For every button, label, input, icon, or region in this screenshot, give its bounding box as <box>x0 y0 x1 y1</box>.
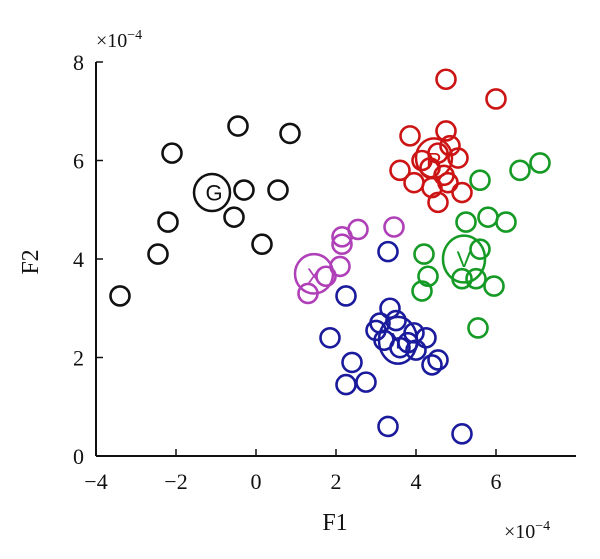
x-exponent-base: ×10 <box>504 521 535 543</box>
point-y <box>379 297 401 320</box>
point-y <box>377 240 399 263</box>
x-tick-label: 0 <box>251 469 262 494</box>
y-tick-label: 2 <box>73 346 84 371</box>
y-tick-label: 0 <box>73 444 84 469</box>
point-x <box>383 216 405 238</box>
point-v <box>467 317 489 339</box>
point-y <box>355 371 377 393</box>
point-v <box>451 267 473 290</box>
y-tick-label: 8 <box>73 50 84 75</box>
point-v <box>417 265 439 288</box>
point-x <box>347 218 369 241</box>
x-tick-label: 2 <box>331 469 342 494</box>
point-v <box>509 159 531 182</box>
point-r <box>399 125 421 147</box>
point-r <box>447 147 469 169</box>
labels: F1 F2 ×10−4 ×10−4 <box>18 28 550 543</box>
ellipse-v <box>441 234 487 284</box>
y-exponent-label: ×10−4 <box>96 28 142 52</box>
point-g <box>267 179 289 201</box>
point-r <box>437 171 459 194</box>
point-v <box>469 238 491 260</box>
point-v <box>477 206 499 228</box>
point-v <box>411 280 433 302</box>
point-g <box>109 285 131 307</box>
point-v <box>413 243 435 265</box>
point-g <box>233 179 255 201</box>
point-x <box>297 282 319 305</box>
point-y <box>405 339 427 361</box>
tick-marks: −4 −2 0 2 4 6 0 2 4 6 8 <box>73 50 502 494</box>
x-exponent-power: −4 <box>535 519 550 534</box>
point-y <box>403 322 425 344</box>
point-x <box>329 255 351 278</box>
point-g <box>227 115 249 137</box>
point-r <box>389 159 411 182</box>
point-r <box>435 120 457 142</box>
y-exponent-base: ×10 <box>96 30 127 52</box>
cluster-label-v: V <box>457 247 472 272</box>
cluster-label-y: Y <box>391 328 406 353</box>
point-y <box>319 326 341 349</box>
cluster-label-g: G <box>205 181 222 206</box>
point-v <box>465 267 487 290</box>
point-v <box>483 275 505 297</box>
point-y <box>427 349 449 371</box>
x-axis-label: F1 <box>322 510 347 536</box>
point-r <box>427 191 449 214</box>
x-tick-label: 4 <box>411 469 422 494</box>
cluster-label-r: R <box>426 149 442 174</box>
data-points <box>109 68 551 445</box>
point-x <box>331 233 353 256</box>
point-y <box>335 373 357 396</box>
point-y <box>341 351 363 374</box>
y-exponent-power: −4 <box>127 28 142 43</box>
cluster-labels: G X Y V R <box>205 149 471 354</box>
point-g <box>147 243 169 265</box>
point-r <box>421 176 443 199</box>
point-r <box>435 68 457 91</box>
point-y <box>415 326 437 349</box>
cluster-label-x: X <box>307 264 322 289</box>
point-y <box>389 336 411 359</box>
x-tick-label: −4 <box>84 469 107 494</box>
point-g <box>251 233 273 256</box>
point-g <box>157 211 179 233</box>
point-v <box>455 211 477 233</box>
point-v <box>469 169 491 191</box>
point-y <box>377 415 399 438</box>
point-r <box>451 181 473 204</box>
y-tick-label: 6 <box>73 149 84 174</box>
point-y <box>335 285 357 307</box>
point-v <box>495 211 517 233</box>
x-tick-label: 6 <box>491 469 502 494</box>
point-r <box>485 88 507 110</box>
point-v <box>529 152 551 174</box>
point-r <box>403 171 425 194</box>
ellipse-g <box>192 172 232 213</box>
x-tick-label: −2 <box>164 469 187 494</box>
point-y <box>421 354 443 376</box>
y-axis-label: F2 <box>18 249 44 274</box>
point-g <box>279 122 301 145</box>
point-x <box>315 265 337 288</box>
x-exponent-label: ×10−4 <box>504 519 550 543</box>
point-g <box>223 206 245 228</box>
point-y <box>385 309 407 332</box>
point-g <box>161 142 183 164</box>
y-tick-label: 4 <box>73 247 84 272</box>
point-y <box>451 423 473 445</box>
